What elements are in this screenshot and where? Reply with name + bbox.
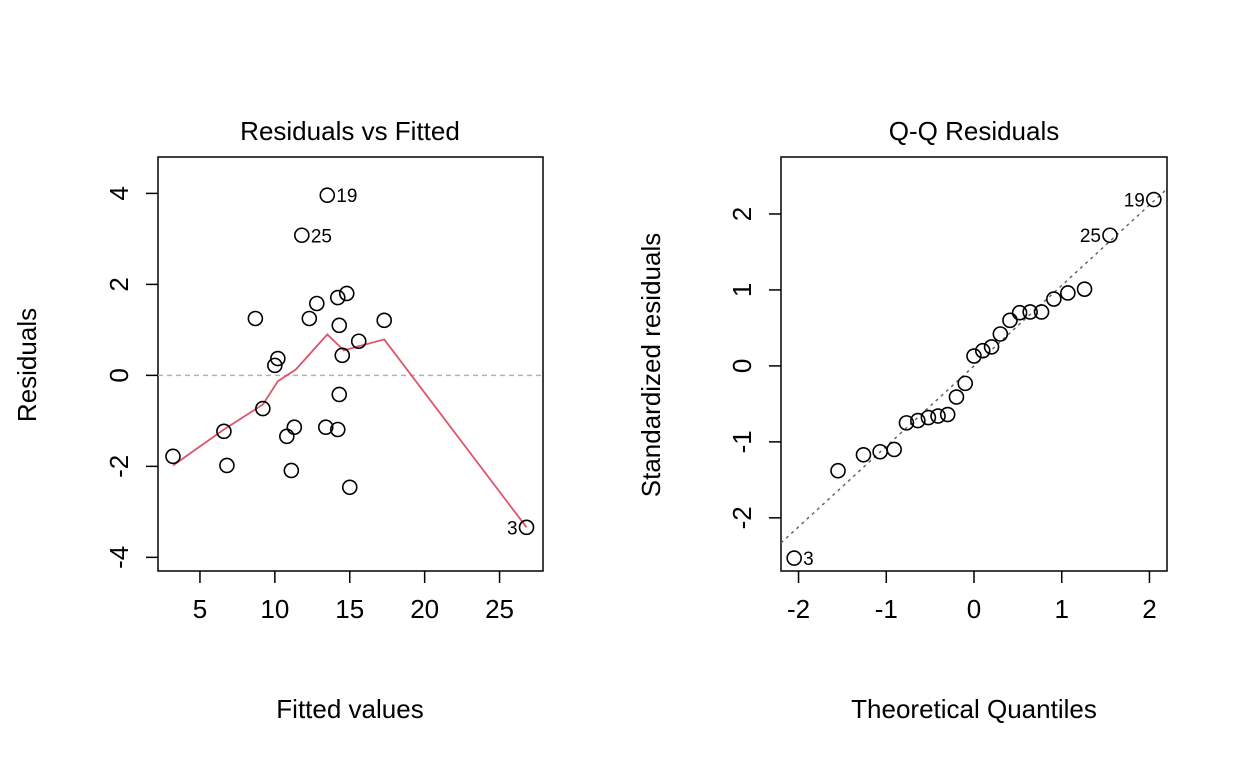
points: 3 25 19 [786, 191, 1162, 570]
data-point [331, 317, 348, 334]
x-axis-label: Theoretical Quantiles [851, 694, 1097, 724]
data-point [1076, 281, 1093, 297]
data-point [939, 406, 956, 423]
point-label: 25 [1080, 226, 1101, 247]
data-point [1102, 227, 1118, 244]
data-point [518, 519, 535, 536]
point-label: 3 [507, 518, 518, 539]
point-label: 3 [803, 549, 814, 570]
data-point [331, 386, 348, 403]
data-point [294, 227, 310, 244]
qq-reference-line [780, 188, 1168, 544]
data-point [983, 339, 1000, 355]
x-axis-label: Fitted values [276, 694, 423, 724]
data-point [286, 419, 303, 436]
x-axis: 5 10 15 20 25 [193, 571, 514, 624]
data-point [930, 408, 946, 424]
data-point [974, 342, 991, 359]
data-point [898, 415, 915, 431]
data-point [1011, 304, 1028, 321]
x-tick-label: 0 [967, 594, 981, 624]
data-point [1033, 304, 1050, 320]
x-tick-label: 5 [193, 594, 207, 624]
residuals-vs-fitted-panel: Residuals vs Fitted Fitted values Residu… [12, 116, 544, 724]
smoother-line [172, 333, 528, 528]
data-point [216, 423, 232, 440]
y-axis-label: Standardized residuals [636, 233, 666, 498]
smoother-path [172, 333, 528, 528]
data-point [948, 389, 965, 405]
y-tick-label: 4 [104, 186, 134, 200]
data-point [1022, 304, 1038, 320]
data-point [1046, 291, 1062, 307]
data-point [270, 350, 286, 367]
y-tick-label: 1 [727, 283, 757, 297]
data-point [855, 446, 872, 463]
point-label: 25 [311, 226, 332, 247]
data-point [165, 448, 181, 465]
data-point [308, 295, 325, 312]
y-tick-label: 0 [727, 359, 757, 373]
data-point [957, 375, 974, 392]
plot-frame [157, 156, 544, 572]
x-tick-label: 25 [485, 594, 514, 624]
data-point [1060, 285, 1076, 301]
x-tick-label: 20 [410, 594, 439, 624]
data-point [376, 312, 393, 329]
data-point [350, 333, 367, 350]
data-point [966, 348, 982, 364]
x-tick-label: 1 [1054, 594, 1068, 624]
data-point [301, 310, 318, 327]
data-point [329, 421, 346, 438]
y-tick-label: -2 [727, 506, 757, 529]
plot-title: Q-Q Residuals [889, 116, 1060, 146]
y-axis: -4 -2 0 2 4 [104, 186, 158, 569]
data-point [886, 441, 902, 458]
y-axis: -2 -1 0 1 2 [727, 207, 781, 529]
data-point [1146, 191, 1162, 208]
y-tick-label: 2 [727, 207, 757, 221]
point-label: 19 [336, 186, 357, 207]
x-tick-label: -1 [875, 594, 898, 624]
reference-line [780, 188, 1168, 544]
x-tick-label: -2 [787, 594, 810, 624]
data-point [334, 347, 351, 364]
data-point [830, 462, 846, 479]
x-tick-label: 10 [260, 594, 289, 624]
data-point [219, 457, 235, 474]
y-axis-label: Residuals [12, 308, 42, 422]
data-point [267, 357, 283, 374]
data-point [786, 550, 802, 566]
data-point [1002, 312, 1018, 329]
data-point [992, 326, 1009, 342]
qq-residuals-panel: Q-Q Residuals Theoretical Quantiles Stan… [636, 116, 1168, 724]
data-point [319, 187, 336, 204]
data-point [283, 462, 300, 479]
x-axis: -2 -1 0 1 2 [787, 571, 1157, 624]
plot-title: Residuals vs Fitted [240, 116, 460, 146]
data-point [317, 419, 334, 436]
data-point [920, 409, 937, 426]
x-tick-label: 2 [1142, 594, 1156, 624]
point-label: 19 [1124, 191, 1145, 212]
y-tick-label: -4 [104, 546, 134, 569]
y-tick-label: 2 [104, 277, 134, 291]
data-point [910, 412, 926, 429]
x-tick-label: 15 [335, 594, 364, 624]
data-point [255, 400, 271, 417]
data-point [338, 285, 355, 302]
data-point [329, 289, 346, 306]
data-point [341, 479, 358, 496]
y-tick-label: -2 [104, 455, 134, 478]
plot-frame [780, 156, 1168, 572]
data-point [279, 428, 295, 445]
data-point [247, 310, 264, 327]
y-tick-label: -1 [727, 430, 757, 453]
y-tick-label: 0 [104, 368, 134, 382]
